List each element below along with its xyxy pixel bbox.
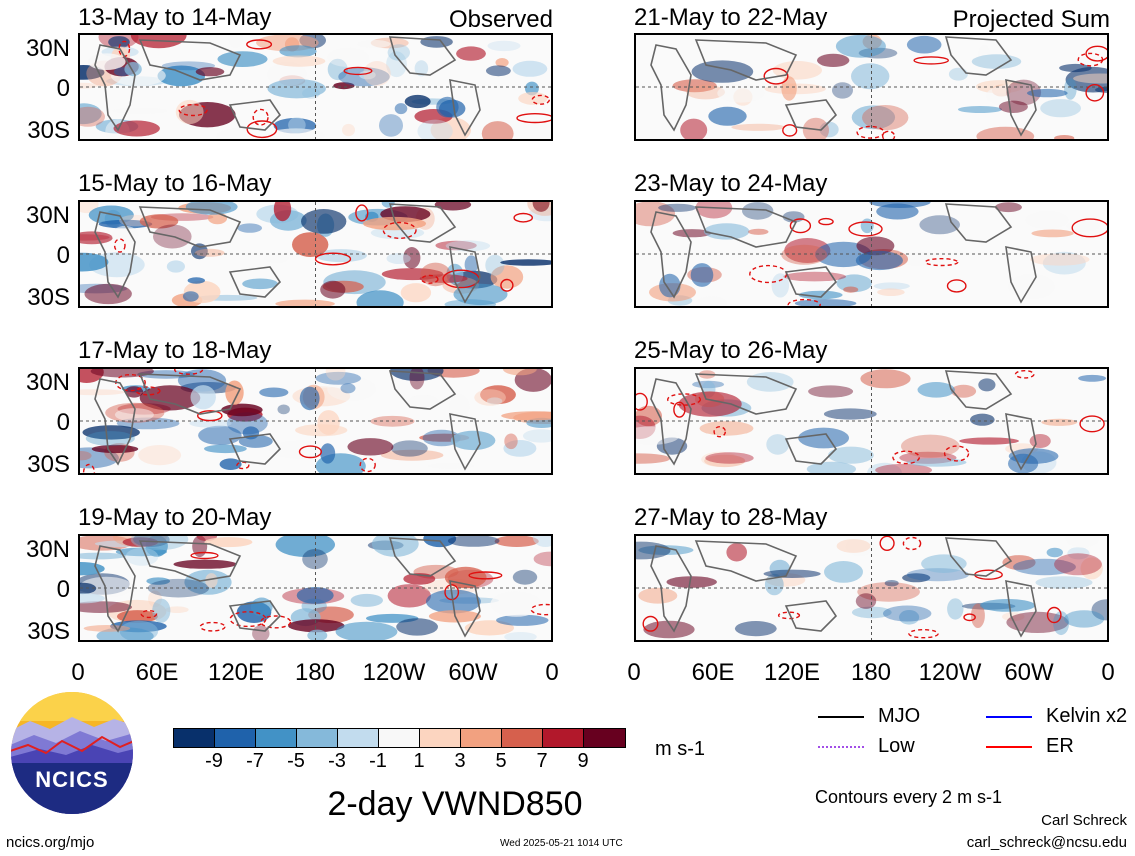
lat-label: 30S — [27, 618, 70, 645]
colorbar-swatch — [174, 729, 215, 747]
map-graphic — [80, 369, 551, 473]
panel-title: 27-May to 28-May — [634, 504, 828, 531]
lon-label: 180 — [850, 659, 892, 686]
lat-label: 30S — [27, 117, 70, 144]
legend-line-mjo — [818, 716, 864, 718]
colorbar-swatch — [502, 729, 543, 747]
lat-label: 30N — [25, 369, 70, 396]
lon-label: 0 — [627, 659, 641, 686]
map-panel — [78, 33, 553, 141]
lat-label: 30N — [25, 536, 70, 563]
logo-text: NCICS — [35, 767, 108, 792]
lon-label: 60W — [448, 659, 498, 686]
ncics-logo-graphic: NCICS — [11, 692, 133, 814]
lon-label: 120E — [207, 659, 265, 686]
colorbar-units: m s-1 — [655, 738, 705, 760]
author-name: Carl Schreck — [1041, 812, 1127, 829]
lon-label: 120W — [918, 659, 982, 686]
colorbar-swatch — [379, 729, 420, 747]
lon-label: 120E — [763, 659, 821, 686]
colorbar-swatch — [338, 729, 379, 747]
lon-label: 60W — [1004, 659, 1054, 686]
colorbar-label: 7 — [536, 750, 548, 772]
colorbar-swatch — [297, 729, 338, 747]
ncics-logo: NCICS — [10, 691, 134, 815]
colorbar-label: 5 — [495, 750, 507, 772]
map-panel — [634, 367, 1109, 475]
colorbar-label: -1 — [369, 750, 387, 772]
map-graphic — [80, 536, 551, 640]
lon-label: 180 — [294, 659, 336, 686]
colorbar-swatch — [543, 729, 584, 747]
lon-label: 0 — [1101, 659, 1115, 686]
main-title: 2-day VWND850 — [327, 785, 583, 823]
colorbar-swatch — [461, 729, 502, 747]
colorbar-label: -9 — [205, 750, 223, 772]
lon-label: 60E — [691, 659, 735, 686]
map-panel — [634, 33, 1109, 141]
panel-title: 21-May to 22-May — [634, 4, 828, 31]
map-panel — [78, 534, 553, 642]
map-graphic — [80, 202, 551, 306]
footer-timestamp: Wed 2025-05-21 1014 UTC — [500, 838, 623, 849]
lat-label: 0 — [56, 75, 70, 102]
panel-title: 17-May to 18-May — [78, 337, 272, 364]
lat-label: 30N — [25, 35, 70, 62]
map-graphic — [636, 35, 1107, 139]
colorbar-swatch — [584, 729, 625, 747]
footer-url[interactable]: ncics.org/mjo — [6, 834, 95, 851]
lat-label: 30N — [25, 202, 70, 229]
colorbar-label: 9 — [577, 750, 589, 772]
lon-label: 0 — [71, 659, 85, 686]
lon-label: 0 — [545, 659, 559, 686]
legend-line-er — [986, 746, 1032, 748]
map-graphic — [636, 536, 1107, 640]
map-panel — [634, 534, 1109, 642]
observed-tag: Observed — [448, 6, 553, 33]
colorbar-swatch — [420, 729, 461, 747]
legend-line-low — [818, 746, 864, 748]
map-panel — [634, 200, 1109, 308]
map-panel — [78, 367, 553, 475]
legend-label: MJO — [878, 705, 921, 727]
lon-label: 60E — [135, 659, 179, 686]
panel-title: 13-May to 14-May — [78, 4, 272, 31]
panel-title: 19-May to 20-May — [78, 504, 272, 531]
colorbar — [173, 728, 626, 748]
colorbar-label: -5 — [287, 750, 305, 772]
colorbar-label: -3 — [328, 750, 346, 772]
colorbar-label: 1 — [413, 750, 425, 772]
lat-label: 30S — [27, 284, 70, 311]
legend-label: Low — [878, 735, 915, 757]
legend-label: ER — [1046, 735, 1074, 757]
panel-title: 23-May to 24-May — [634, 170, 828, 197]
lon-label: 120W — [362, 659, 426, 686]
map-graphic — [636, 202, 1107, 306]
colorbar-swatch — [256, 729, 297, 747]
lat-label: 0 — [56, 242, 70, 269]
author-email[interactable]: carl_schreck@ncsu.edu — [966, 834, 1127, 851]
panel-title: 25-May to 26-May — [634, 337, 828, 364]
legend-label: Kelvin x2 — [1046, 705, 1128, 727]
legend-line-kelvin — [986, 716, 1032, 718]
map-graphic — [636, 369, 1107, 473]
colorbar-label: 3 — [454, 750, 466, 772]
projected-sum-tag: Projected Sum — [952, 6, 1110, 33]
panel-title: 15-May to 16-May — [78, 170, 272, 197]
lat-label: 30S — [27, 451, 70, 478]
contours-note: Contours every 2 m s-1 — [815, 787, 1003, 807]
map-panel — [78, 200, 553, 308]
map-graphic — [80, 35, 551, 139]
colorbar-label: -7 — [246, 750, 264, 772]
lat-label: 0 — [56, 409, 70, 436]
colorbar-swatch — [215, 729, 256, 747]
lat-label: 0 — [56, 576, 70, 603]
